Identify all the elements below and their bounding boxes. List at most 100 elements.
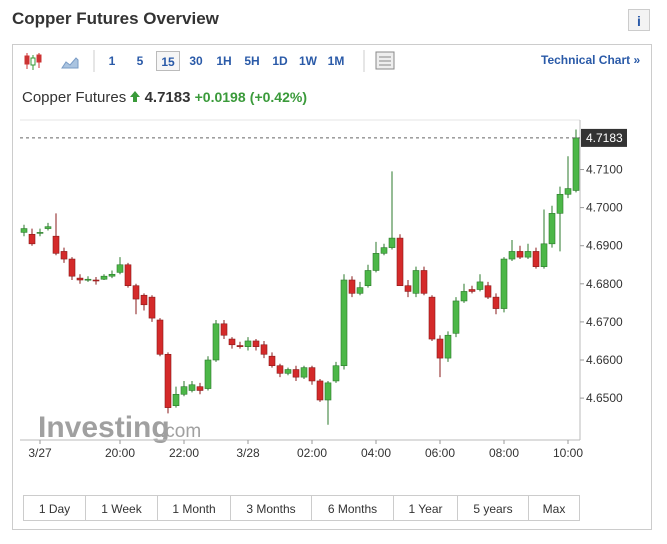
technical-chart-link[interactable]: Technical Chart » (541, 53, 641, 67)
candle-body (476, 281, 484, 290)
candle-body (84, 278, 92, 281)
chart-panel (12, 44, 652, 530)
range-button[interactable]: 1 Year (393, 495, 458, 521)
interval-button[interactable]: 5H (244, 54, 260, 68)
candle-body (276, 365, 284, 374)
settings-icon[interactable] (375, 51, 395, 70)
x-tick-label: 06:00 (425, 446, 455, 460)
interval-button[interactable]: 1D (272, 54, 288, 68)
candle-body (484, 285, 492, 298)
range-button[interactable]: 6 Months (311, 495, 394, 521)
candle-body (548, 213, 556, 245)
candle-body (492, 296, 500, 309)
x-tick-label: 04:00 (361, 446, 391, 460)
y-tick-label: 4.6900 (586, 239, 623, 253)
candle-body (244, 340, 252, 347)
quote-change: +0.0198 (194, 89, 246, 105)
x-tick-label: 22:00 (169, 446, 199, 460)
page-title: Copper Futures Overview (12, 9, 219, 28)
range-button[interactable]: 3 Months (230, 495, 312, 521)
x-tick-label: 10:00 (553, 446, 583, 460)
candle-body (164, 353, 172, 408)
candle-body (364, 270, 372, 287)
x-tick-label: 08:00 (489, 446, 519, 460)
y-tick-label: 4.7000 (586, 201, 623, 215)
candle-body (260, 344, 268, 355)
candle-body (100, 275, 108, 280)
candle-body (180, 386, 188, 395)
candle-body (140, 294, 148, 306)
candle-body (340, 279, 348, 367)
candle-body (508, 251, 516, 260)
range-button[interactable]: Max (528, 495, 580, 521)
last-price-tag (581, 128, 627, 147)
interval-button[interactable]: 1W (299, 54, 317, 68)
candle-body (388, 237, 396, 248)
up-arrow (130, 91, 141, 102)
candle-body (404, 285, 412, 292)
interval-button[interactable]: 5 (136, 54, 144, 68)
interval-button[interactable]: 1 (108, 54, 116, 68)
candle-icon[interactable] (24, 53, 42, 70)
candle-body (252, 340, 260, 347)
candle-body (356, 287, 364, 294)
candle-body (452, 300, 460, 334)
candle-body (116, 264, 124, 273)
candle-body (420, 270, 428, 294)
interval-button[interactable]: 1M (327, 54, 345, 68)
interval-button[interactable]: 1H (216, 54, 232, 68)
candle-body (412, 270, 420, 294)
candle-body (428, 296, 436, 340)
candle-body (444, 334, 452, 359)
candle-body (380, 247, 388, 254)
y-tick-label: 4.6600 (586, 353, 623, 367)
info-button[interactable]: i (628, 9, 650, 31)
quote: Copper Futures 4.7183 +0.0198 (+0.42%) (22, 89, 307, 106)
candle-body (516, 251, 524, 258)
candle-body (348, 279, 356, 294)
candle-body (220, 323, 228, 336)
candle-body (468, 289, 476, 292)
candle-body (292, 369, 300, 378)
range-button[interactable]: 1 Week (85, 495, 158, 521)
range-button[interactable]: 1 Month (157, 495, 231, 521)
watermark-suffix: .com (160, 421, 201, 442)
candle-body (532, 251, 540, 267)
candle-body (204, 359, 212, 389)
y-tick-label: 4.6700 (586, 315, 623, 329)
quote-change-pct: (+0.42%) (249, 89, 307, 105)
candle-body (300, 367, 308, 378)
candle-body (196, 386, 204, 391)
x-tick-label: 3/27 (28, 446, 52, 460)
candle-body (396, 237, 404, 287)
interval-button[interactable]: 30 (189, 54, 203, 68)
candle-body (332, 365, 340, 382)
candle-body (372, 253, 380, 271)
x-tick-label: 02:00 (297, 446, 327, 460)
x-tick-label: 3/28 (236, 446, 260, 460)
candle-body (52, 235, 60, 254)
range-button[interactable]: 1 Day (23, 495, 86, 521)
candle-body (540, 243, 548, 267)
candle-body (108, 273, 116, 277)
candle-body (92, 279, 100, 282)
candle-body (28, 233, 36, 245)
y-tick-label: 4.6500 (586, 391, 623, 405)
candle-body (572, 137, 580, 191)
candle-body (460, 291, 468, 302)
candle-body (148, 296, 156, 319)
range-button[interactable]: 5 years (457, 495, 529, 521)
candle-body (324, 382, 332, 401)
interval-button[interactable]: 15 (156, 51, 180, 71)
candle-body (308, 367, 316, 382)
quote-price: 4.7183 (144, 89, 191, 106)
y-tick-label: 4.6800 (586, 277, 623, 291)
area-icon[interactable] (61, 57, 79, 69)
candle-body (212, 323, 220, 361)
candle-body (132, 285, 140, 300)
candle-body (268, 355, 276, 367)
candle-body (564, 188, 572, 195)
candle-body (36, 232, 44, 234)
y-tick-label: 4.7100 (586, 163, 623, 177)
